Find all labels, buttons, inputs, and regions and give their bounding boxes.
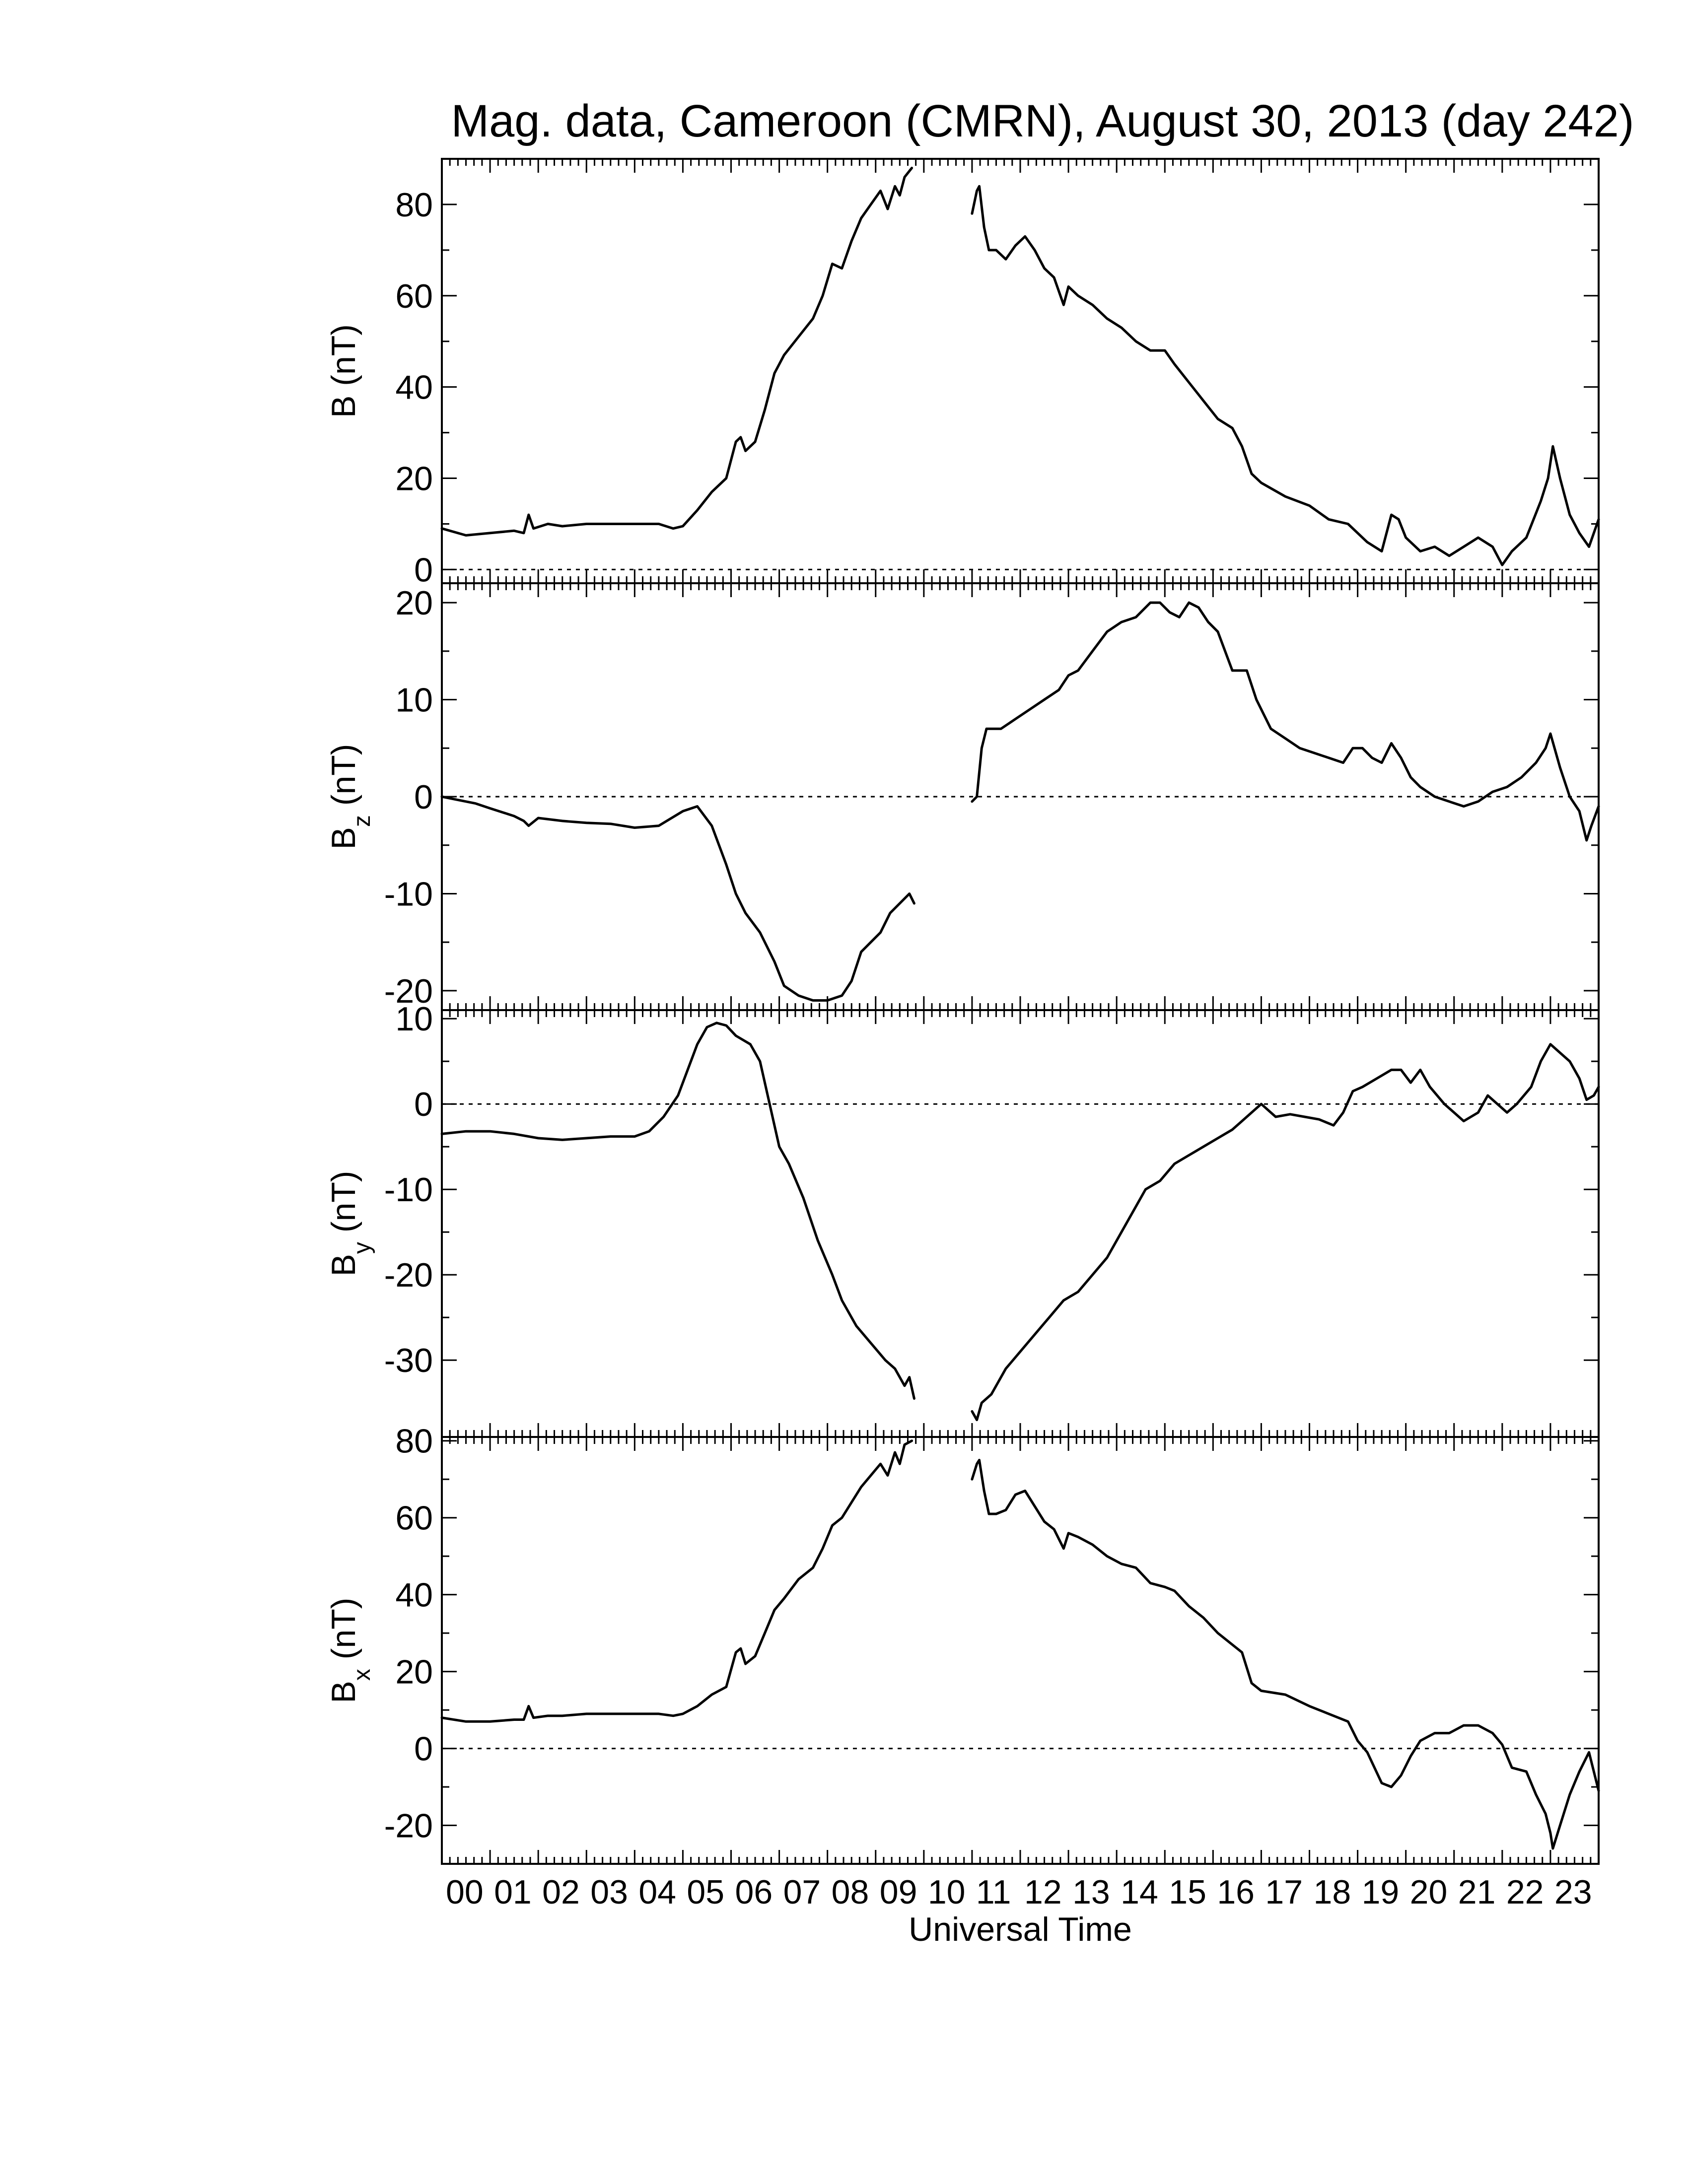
y-label-unit: (nT) xyxy=(325,744,362,816)
x-tick-label: 03 xyxy=(590,1873,628,1911)
y-axis-label-Bz: Bz (nT) xyxy=(325,744,375,850)
panel-B: 0 20 40 60 80 B (nT) xyxy=(325,158,1600,589)
y-label-symbol: B xyxy=(325,827,362,849)
x-tick-label: 13 xyxy=(1072,1873,1110,1911)
y-tick-label: 60 xyxy=(395,277,433,315)
y-label-symbol: B xyxy=(325,1254,362,1276)
y-tick-label: 10 xyxy=(395,1000,433,1038)
y-tick-label: -10 xyxy=(384,875,433,913)
series-line-B-1 xyxy=(440,166,914,537)
y-tick-label: 60 xyxy=(395,1500,433,1537)
series-line-B-2 xyxy=(971,185,1600,566)
y-label-unit: (nT) xyxy=(325,324,362,396)
x-ticks-By xyxy=(441,1010,1600,1437)
x-ticks-Bx xyxy=(441,1437,1600,1864)
chart-title: Mag. data, Cameroon (CMRN), August 30, 2… xyxy=(451,96,1634,146)
plot-frame-By xyxy=(441,1009,1600,1438)
y-label-subscript: y xyxy=(349,1242,375,1254)
y-tick-label: -20 xyxy=(384,1256,433,1294)
x-tick-label: 19 xyxy=(1362,1873,1400,1911)
y-axis-label-B: B (nT) xyxy=(325,324,362,418)
series-line-Bz-2 xyxy=(971,601,1600,842)
x-tick-label: 05 xyxy=(687,1873,724,1911)
y-tick-label: 80 xyxy=(395,1423,433,1460)
y-tick-label: -20 xyxy=(384,972,433,1010)
y-tick-label: -30 xyxy=(384,1342,433,1379)
y-ticks-Bz: -20 -10 0 10 20 xyxy=(384,584,1599,1010)
x-tick-label: 14 xyxy=(1121,1873,1158,1911)
x-tick-label: 12 xyxy=(1024,1873,1062,1911)
x-tick-label: 01 xyxy=(494,1873,532,1911)
y-tick-label: 0 xyxy=(414,551,433,589)
x-tick-label: 10 xyxy=(928,1873,966,1911)
y-label-unit: (nT) xyxy=(325,1171,362,1242)
x-tick-labels: 00 01 02 03 04 05 06 07 08 09 10 11 12 13 14 15 16 17 18 19… xyxy=(446,1873,1592,1911)
x-tick-label: 04 xyxy=(638,1873,676,1911)
x-tick-label: 21 xyxy=(1458,1873,1496,1911)
x-tick-label: 00 xyxy=(446,1873,484,1911)
y-label-subscript: x xyxy=(349,1669,375,1681)
y-tick-label: 0 xyxy=(414,778,433,816)
y-ticks-B: 0 20 40 60 80 xyxy=(395,186,1599,589)
y-label-symbol: B xyxy=(325,1681,362,1703)
y-ticks-Bx: -20 0 20 40 60 80 xyxy=(384,1423,1599,1845)
series-line-By-2 xyxy=(971,1043,1600,1422)
y-label-unit: (nT) xyxy=(325,1598,362,1669)
x-tick-label: 02 xyxy=(542,1873,580,1911)
y-tick-label: -10 xyxy=(384,1171,433,1209)
y-axis-label-By: By (nT) xyxy=(325,1171,375,1277)
x-axis-title: Universal Time xyxy=(909,1911,1132,1948)
plot-frame-Bx xyxy=(441,1436,1600,1865)
y-tick-label: 10 xyxy=(395,682,433,719)
x-tick-label: 11 xyxy=(976,1873,1011,1911)
y-ticks-By: -30 -20 -10 0 10 xyxy=(384,1000,1599,1379)
y-label-subscript: z xyxy=(349,815,375,827)
y-tick-label: 0 xyxy=(414,1086,433,1123)
panel-By: -30 -20 -10 0 10 By (nT) xyxy=(325,1000,1600,1438)
x-tick-label: 07 xyxy=(783,1873,821,1911)
x-tick-label: 17 xyxy=(1265,1873,1303,1911)
y-label-symbol: B xyxy=(325,396,362,418)
x-tick-label: 15 xyxy=(1169,1873,1206,1911)
panel-Bz: -20 -10 0 10 20 Bz (nT) xyxy=(325,582,1600,1011)
series-line-Bx-2 xyxy=(971,1459,1600,1850)
y-tick-label: 20 xyxy=(395,460,433,498)
x-ticks-Bz xyxy=(441,583,1600,1010)
x-tick-label: 18 xyxy=(1314,1873,1351,1911)
series-line-By-1 xyxy=(440,1022,915,1400)
x-tick-label: 09 xyxy=(880,1873,917,1911)
y-tick-label: 20 xyxy=(395,1653,433,1691)
x-tick-label: 16 xyxy=(1217,1873,1255,1911)
x-tick-label: 22 xyxy=(1506,1873,1544,1911)
x-tick-label: 20 xyxy=(1410,1873,1448,1911)
x-tick-label: 06 xyxy=(735,1873,773,1911)
plot-frame-B xyxy=(441,158,1600,584)
series-line-Bz-1 xyxy=(440,795,915,1002)
y-tick-label: 0 xyxy=(414,1730,433,1768)
y-tick-label: 20 xyxy=(395,584,433,622)
y-tick-label: 80 xyxy=(395,186,433,224)
y-axis-label-Bx: Bx (nT) xyxy=(325,1598,375,1704)
series-line-Bx-1 xyxy=(440,1439,914,1723)
y-tick-label: 40 xyxy=(395,1576,433,1614)
y-tick-label: 40 xyxy=(395,369,433,407)
x-tick-label: 08 xyxy=(832,1873,869,1911)
x-tick-label: 23 xyxy=(1554,1873,1592,1911)
x-ticks-B xyxy=(441,159,1600,583)
panel-Bx: -20 0 20 40 60 80 Bx (nT) xyxy=(325,1423,1600,1865)
y-tick-label: -20 xyxy=(384,1807,433,1845)
